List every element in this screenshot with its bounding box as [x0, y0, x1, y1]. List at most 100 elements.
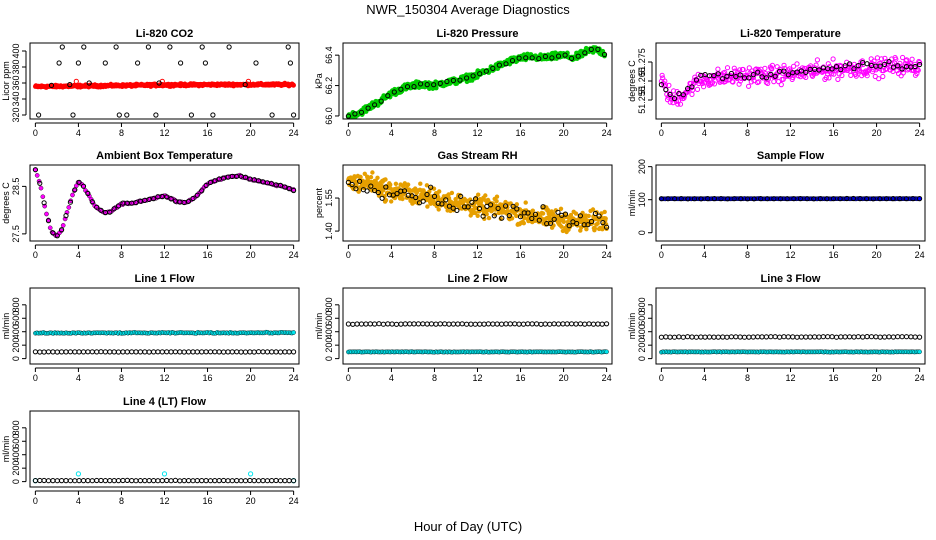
data-point	[44, 211, 49, 217]
x-tick-label: 16	[203, 373, 213, 383]
data-point	[490, 65, 496, 72]
data-point	[737, 67, 743, 73]
data-point	[685, 334, 691, 340]
data-point	[555, 53, 562, 59]
x-tick-label: 24	[289, 128, 299, 138]
data-point	[694, 86, 701, 93]
data-point	[780, 76, 786, 82]
data-point	[596, 213, 602, 219]
data-point	[601, 51, 608, 58]
data-point	[542, 219, 548, 224]
data-point	[98, 477, 104, 484]
data-point	[389, 321, 395, 327]
data-point	[488, 202, 494, 208]
data-point	[199, 478, 205, 484]
data-point	[41, 477, 47, 484]
chart-title: Line 4 (LT) Flow	[123, 396, 206, 408]
data-point	[735, 72, 742, 78]
data-point	[839, 72, 845, 79]
data-point	[529, 321, 535, 327]
data-point	[145, 44, 151, 50]
y-axis-label: kPa	[314, 73, 324, 89]
data-point	[159, 349, 165, 355]
data-point	[372, 102, 378, 108]
data-point	[459, 321, 465, 327]
data-point	[558, 206, 564, 211]
data-point	[207, 179, 214, 185]
data-point	[54, 478, 60, 484]
data-point	[895, 63, 901, 69]
data-point	[277, 182, 284, 188]
data-point	[586, 213, 591, 219]
data-point	[368, 183, 374, 189]
data-point	[483, 68, 489, 74]
y-axis-label: ml/min	[627, 313, 637, 340]
plot-area	[345, 45, 608, 119]
data-point	[882, 61, 888, 68]
data-point	[473, 196, 479, 202]
y-axis-label: percent	[314, 187, 324, 218]
series-1	[32, 477, 297, 484]
data-point	[172, 477, 178, 483]
data-point	[177, 478, 183, 484]
data-point	[499, 215, 505, 221]
data-point	[411, 84, 417, 90]
data-point	[37, 349, 43, 355]
data-point	[880, 73, 886, 80]
data-point	[791, 196, 797, 202]
data-point	[540, 204, 546, 210]
data-point	[829, 71, 835, 77]
data-point	[358, 109, 365, 115]
data-point	[291, 349, 297, 355]
data-point	[575, 53, 581, 59]
plot-frame	[29, 164, 300, 242]
data-point	[602, 53, 607, 59]
y-tick-label: 400	[324, 324, 334, 339]
data-point	[34, 173, 40, 178]
data-point	[365, 105, 371, 111]
data-point	[393, 181, 399, 186]
x-axis: 0 4 8 12 16 20 24	[659, 367, 925, 383]
data-point	[728, 70, 735, 77]
data-point	[425, 204, 430, 209]
chart-title: Sample Flow	[757, 150, 825, 162]
data-point	[564, 321, 570, 327]
data-point	[768, 334, 774, 340]
data-point	[428, 321, 435, 327]
data-point	[553, 208, 558, 213]
data-point	[475, 213, 480, 218]
data-point	[32, 167, 39, 173]
y-tick-label: 0	[637, 356, 647, 361]
data-point	[820, 334, 826, 340]
data-point	[837, 196, 843, 202]
data-point	[393, 321, 400, 327]
data-point	[94, 349, 100, 355]
data-point	[877, 334, 883, 340]
data-point	[724, 73, 730, 79]
data-point	[345, 179, 351, 185]
data-point	[899, 334, 905, 340]
data-point	[769, 66, 775, 72]
data-point	[60, 223, 66, 228]
series-1	[345, 178, 610, 230]
y-tick-label: 1.40	[324, 222, 334, 240]
data-point	[895, 334, 901, 340]
data-point	[468, 321, 474, 327]
chart-title: Line 2 Flow	[448, 273, 508, 285]
data-point	[868, 56, 874, 62]
series-0	[346, 45, 607, 119]
y-axis: 66.0 66.2 66.4	[324, 46, 340, 125]
data-point	[67, 349, 74, 355]
data-point	[857, 67, 863, 73]
data-point	[756, 79, 762, 85]
x-axis: 0 4 8 12 16 20 24	[33, 244, 299, 260]
data-point	[842, 63, 848, 69]
data-point	[203, 478, 209, 484]
data-point	[282, 349, 288, 355]
data-point	[345, 321, 351, 327]
plot-area	[32, 329, 297, 355]
data-point	[85, 478, 91, 484]
plot-frame	[29, 42, 300, 120]
data-point	[67, 82, 73, 88]
data-point	[741, 334, 748, 340]
